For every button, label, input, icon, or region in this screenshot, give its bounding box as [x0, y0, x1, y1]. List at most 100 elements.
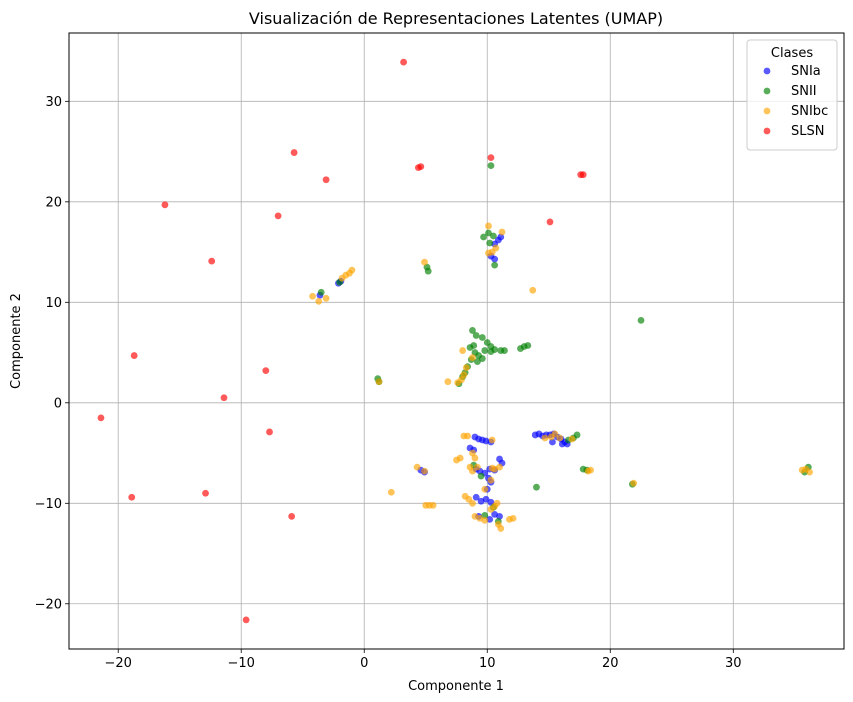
data-point [485, 229, 492, 237]
data-point [421, 467, 428, 475]
x-tick-label: 30 [725, 656, 742, 671]
data-point [266, 428, 273, 436]
data-point [491, 255, 499, 263]
data-point [464, 432, 471, 440]
data-point [474, 463, 481, 471]
data-point [529, 286, 537, 294]
data-point [546, 218, 554, 226]
data-point [322, 294, 330, 302]
y-axis-ticks: −20 −10 0 10 20 30 [35, 95, 69, 612]
data-point [417, 163, 425, 171]
chart-title: Visualización de Representaciones Latent… [249, 9, 663, 28]
data-point [220, 394, 228, 402]
data-point [637, 316, 645, 324]
data-point [290, 149, 298, 156]
series-snibc [309, 222, 813, 532]
data-point [424, 267, 432, 275]
data-point [471, 454, 479, 462]
data-point [491, 261, 499, 269]
data-point [481, 516, 489, 524]
legend-label: SNII [791, 84, 817, 99]
data-point [551, 430, 559, 438]
data-point [400, 58, 408, 66]
y-axis-label: Componente 2 [9, 293, 24, 389]
x-tick-label: −20 [104, 656, 131, 671]
data-point [459, 347, 467, 354]
data-point [497, 525, 505, 532]
legend-marker [763, 107, 771, 115]
data-point [309, 292, 316, 300]
data-point [469, 449, 476, 457]
y-tick-label: −20 [35, 597, 62, 612]
x-axis-label: Componente 1 [408, 679, 504, 694]
data-point [421, 258, 428, 266]
data-point [481, 511, 489, 519]
data-point [469, 354, 476, 361]
data-point [487, 505, 495, 513]
data-point [413, 463, 421, 471]
y-tick-label: 20 [45, 195, 62, 210]
legend-label: SNIa [791, 64, 821, 79]
data-point [487, 476, 495, 484]
data-point [492, 244, 500, 252]
data-point [469, 499, 476, 507]
data-point [97, 414, 105, 422]
data-points [97, 58, 813, 624]
legend: Clases SNIa SNII SNIbc SLSN [746, 39, 838, 151]
data-point [587, 466, 594, 474]
data-point [488, 436, 496, 444]
data-point [462, 364, 470, 372]
plot-frame [68, 32, 845, 650]
y-tick-label: 10 [45, 296, 62, 311]
data-point [477, 472, 485, 480]
data-point [498, 228, 506, 236]
data-point [466, 344, 474, 351]
data-point [161, 201, 169, 209]
data-point [533, 483, 540, 491]
data-point [568, 435, 576, 443]
data-point [128, 493, 136, 501]
legend-marker [763, 67, 771, 75]
data-point [487, 348, 495, 355]
data-point [485, 222, 492, 230]
x-tick-label: 0 [360, 656, 368, 671]
legend-label: SLSN [791, 124, 824, 139]
data-point [486, 239, 494, 247]
data-point [375, 378, 383, 386]
data-point [130, 352, 138, 359]
legend-label: SNIbc [791, 104, 828, 119]
data-point [460, 371, 468, 379]
data-point [322, 176, 330, 184]
data-point [573, 431, 581, 439]
data-point [202, 489, 209, 497]
grid-lines [69, 33, 844, 649]
data-point [478, 334, 486, 341]
data-point [556, 434, 564, 442]
data-point [524, 342, 532, 349]
data-point [558, 440, 566, 448]
data-point [456, 454, 464, 462]
data-point [262, 367, 270, 375]
data-point [577, 171, 585, 179]
data-point [472, 332, 480, 339]
data-point [348, 266, 356, 274]
data-point [429, 501, 437, 509]
series-slsn [97, 58, 587, 624]
data-point [315, 297, 323, 305]
legend-box [746, 39, 838, 151]
data-point [288, 512, 296, 520]
data-point [482, 495, 490, 503]
legend-marker [763, 87, 771, 95]
data-point [444, 378, 452, 386]
data-point [481, 485, 489, 493]
data-point [469, 467, 476, 475]
data-point [496, 463, 503, 471]
data-point [480, 233, 487, 241]
data-point [490, 232, 497, 240]
data-point [242, 616, 250, 624]
data-point [501, 347, 508, 354]
legend-entries: SNIa SNII SNIbc SLSN [763, 64, 828, 139]
y-tick-label: −10 [35, 497, 62, 512]
data-point [469, 327, 476, 334]
